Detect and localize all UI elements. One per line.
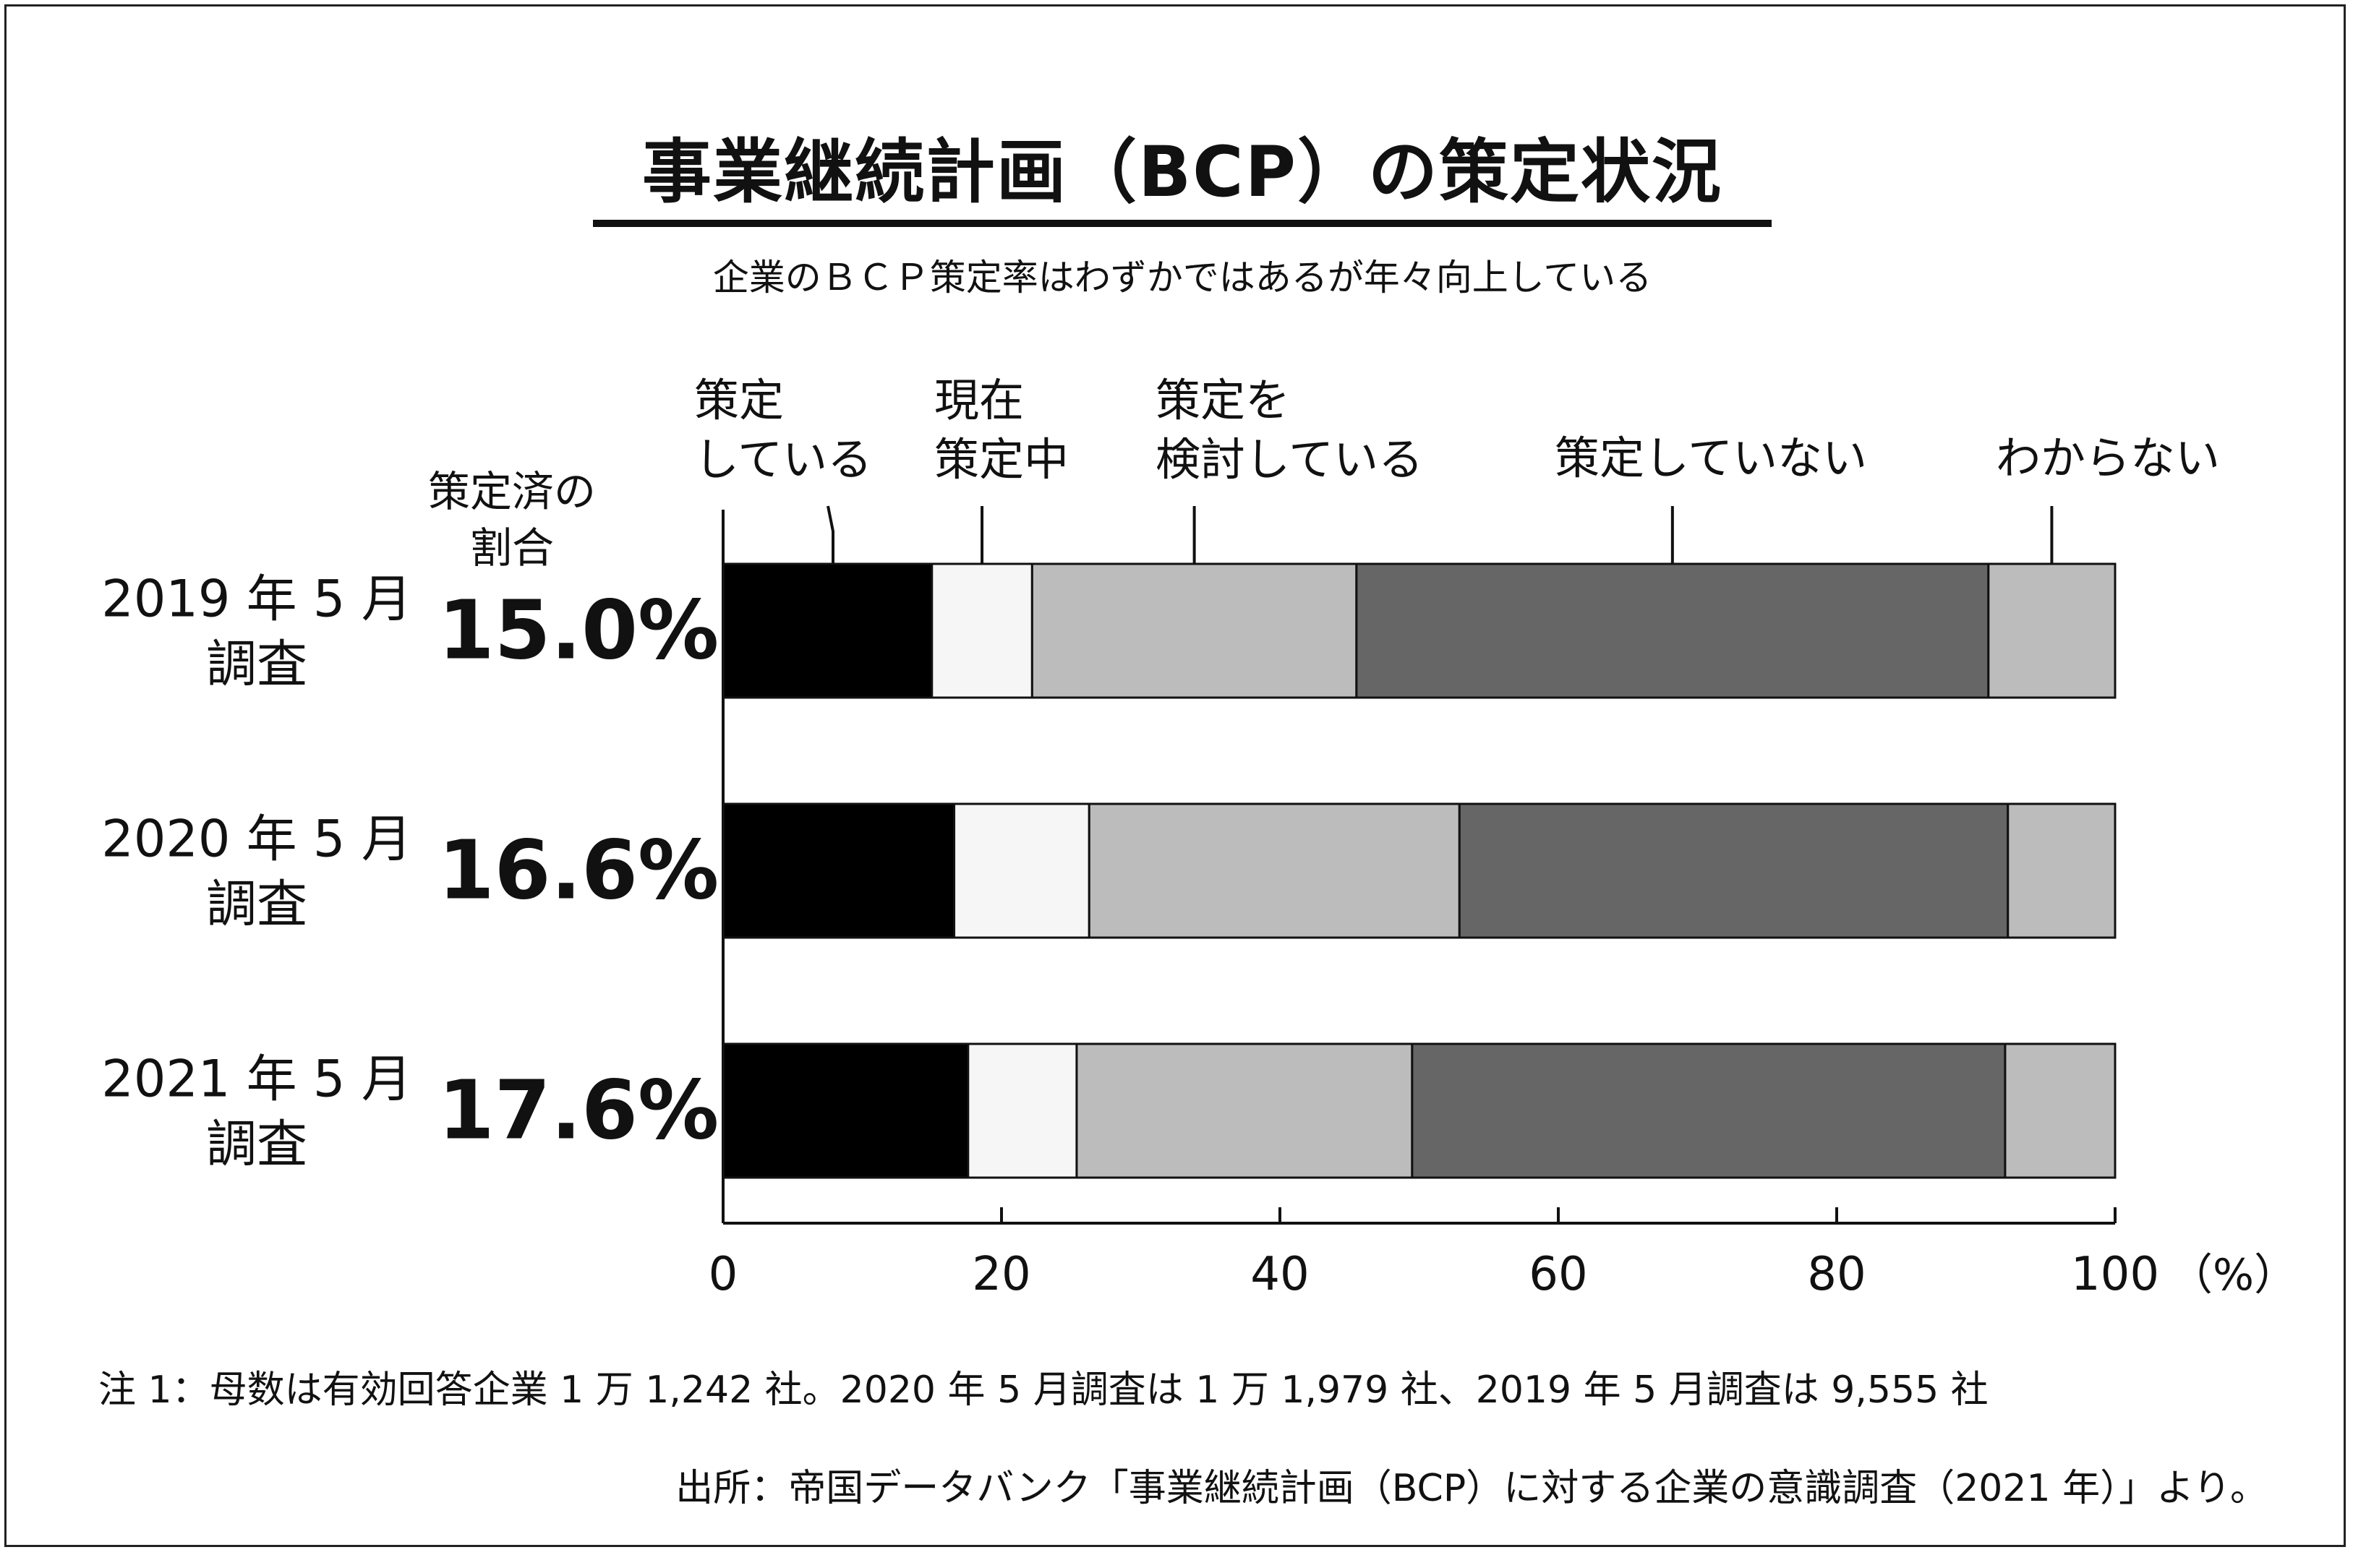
bar-segment [2004,1042,2117,1179]
bar-segment [1458,802,2010,939]
x-tick-label: 80 [1807,1248,1866,1301]
category-label: 2019 年 5 月調査 [101,570,411,694]
chart-frame [4,4,2346,1547]
category-label: 2020 年 5 月調査 [101,810,411,934]
bar-segment [967,1042,1078,1179]
rate-label: 15.0% [438,584,719,678]
rate-label: 16.6% [438,824,719,918]
bar-segment [1987,562,2117,699]
x-tick-label: 100 [2071,1248,2159,1301]
bar-segments [722,562,2117,1179]
legend-label: 策定していない [1555,432,1867,484]
x-tick-label: 60 [1529,1248,1587,1301]
bar-segment [722,1042,970,1179]
bar-segment [2007,802,2117,939]
source-note: 出所：帝国データバンク「事業継続計画（BCP）に対する企業の意識調査（2021 … [675,1467,2268,1510]
chart-subtitle: 企業のＢＣＰ策定率はわずかではあるが年々向上している [712,257,1652,299]
legend-leader-line [827,505,834,564]
legend-label: 策定している [694,374,872,486]
bar-segment [953,802,1090,939]
category-labels: 2019 年 5 月調査 15.0% 2020 年 5 月調査 16.6% 2021 年… [101,570,719,1174]
x-tick-label: 20 [972,1248,1030,1301]
legend-label: 現在策定中 [934,374,1069,486]
x-tick-label: 0 [709,1248,738,1301]
bar-segment [1075,1042,1414,1179]
chart-title: 事業継続計画（BCP）の策定状況 [642,132,1722,213]
bar-segment [931,562,1033,699]
rate-label: 17.6% [438,1064,719,1158]
bar-segment [722,562,934,699]
legend-label: 策定を検討している [1156,374,1423,486]
x-axis-unit: （%） [2169,1250,2297,1301]
x-tick-label: 40 [1250,1248,1309,1301]
legend-labels: 策定している現在策定中策定を検討している策定していない わからない [694,374,2220,593]
rate-header-label: 策定済の割合 [428,467,596,573]
bar-segment [1355,562,1990,699]
footnote: 注 1：母数は有効回答企業 1 万 1,242 社。2020 年 5 月調査は … [98,1368,1989,1412]
bar-segment [1030,562,1358,699]
rate-header: 策定済の割合 [428,467,596,573]
bar-segment [722,802,956,939]
category-label: 2021 年 5 月調査 [101,1050,411,1174]
legend-label: わからない [1996,432,2220,484]
bar-segment [1088,802,1461,939]
title-underline [593,220,1772,227]
x-axis: 0 20 40 60 80 100 （%） [709,510,2297,1301]
bar-segment [1411,1042,2007,1179]
